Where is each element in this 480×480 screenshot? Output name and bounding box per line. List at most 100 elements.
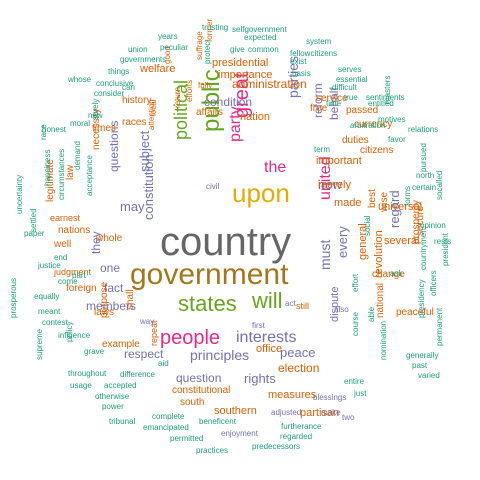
word-welfare: welfare bbox=[140, 63, 176, 75]
word-entitled: entitled bbox=[368, 99, 394, 108]
word-varied: varied bbox=[418, 371, 440, 380]
word-just: just bbox=[354, 389, 367, 398]
word-passed: passed bbox=[346, 105, 379, 116]
word-time: time bbox=[326, 99, 342, 108]
word-accepted: accepted bbox=[104, 381, 137, 390]
word-merely: merely bbox=[318, 179, 352, 191]
word-equally: equally bbox=[34, 292, 60, 301]
word-made: made bbox=[334, 197, 362, 209]
word-social: social bbox=[363, 215, 372, 236]
word-also: also bbox=[334, 305, 349, 314]
word-end: end bbox=[54, 253, 68, 262]
word-free: free bbox=[310, 103, 328, 114]
word-things: things bbox=[108, 67, 130, 76]
word-common: common bbox=[248, 45, 279, 54]
word-condition: condition bbox=[204, 95, 253, 109]
word-constitutional: constitutional bbox=[172, 385, 231, 396]
word-fact: fact bbox=[104, 281, 124, 295]
word-still: still bbox=[296, 301, 309, 311]
word-grave: grave bbox=[84, 347, 105, 356]
word-duties: duties bbox=[342, 135, 369, 146]
word-respect: respect bbox=[124, 347, 164, 361]
word-uncertainty: uncertainty bbox=[15, 174, 24, 214]
word-usage: usage bbox=[70, 381, 92, 390]
word-justice: justice bbox=[38, 261, 61, 270]
word-administration: administration bbox=[232, 77, 307, 91]
word-moral: moral bbox=[70, 119, 91, 128]
word-tribunal: tribunal bbox=[109, 417, 136, 426]
word-aid: aid bbox=[158, 359, 169, 368]
word-change: change bbox=[372, 269, 405, 280]
word-protect: protect bbox=[203, 39, 212, 64]
word-throughout: throughout bbox=[68, 369, 107, 378]
word-efforts: efforts bbox=[185, 79, 194, 102]
word-past: past bbox=[412, 361, 428, 370]
word-important: important bbox=[316, 155, 362, 167]
word-difficult: difficult bbox=[332, 83, 357, 92]
word-earnest: earnest bbox=[50, 213, 81, 223]
word-laws: laws bbox=[94, 307, 115, 318]
word-act: act bbox=[285, 299, 296, 308]
word-whose: whose bbox=[68, 75, 92, 84]
word-make: make bbox=[321, 408, 341, 417]
word-consider: consider bbox=[94, 89, 125, 98]
word-upon: upon bbox=[232, 178, 290, 208]
word-officers: officers bbox=[429, 270, 438, 296]
word-citizens: citizens bbox=[360, 145, 394, 156]
word-give: give bbox=[230, 45, 245, 54]
word-way: way bbox=[140, 317, 155, 326]
word-conclusive: conclusive bbox=[96, 79, 134, 88]
word-generally: generally bbox=[406, 351, 439, 360]
word-peculiar: peculiar bbox=[160, 43, 189, 52]
word-ask: ask bbox=[390, 269, 403, 278]
word-rights: rights bbox=[244, 371, 276, 386]
word-essential: essential bbox=[336, 75, 368, 84]
word-two: two bbox=[342, 413, 355, 422]
word-governments: governments bbox=[120, 55, 167, 64]
word-circumstances: circumstances bbox=[57, 148, 66, 200]
word-currency: currency bbox=[354, 119, 393, 130]
word-come: come bbox=[58, 277, 78, 286]
word-system: system bbox=[306, 37, 332, 46]
word-serves: serves bbox=[338, 65, 362, 74]
word-motives: motives bbox=[378, 115, 406, 124]
word-socalled: socalled bbox=[435, 170, 444, 200]
word-demand: demand bbox=[73, 141, 82, 170]
word-peaceful: peaceful bbox=[396, 307, 434, 318]
word-meant: meant bbox=[38, 307, 61, 316]
word-whole: whole bbox=[96, 233, 123, 244]
word-purpose: purpose bbox=[99, 281, 110, 318]
word-otherwise: otherwise bbox=[95, 392, 130, 401]
word-will: will bbox=[252, 288, 283, 313]
word-certain: certain bbox=[412, 183, 437, 192]
word-foreign: foreign bbox=[66, 283, 97, 294]
word-union: union bbox=[128, 45, 148, 54]
word-part: part bbox=[72, 271, 86, 280]
word-southern: southern bbox=[214, 405, 257, 417]
word-true: true bbox=[344, 93, 358, 102]
word-return: return bbox=[173, 87, 182, 108]
word-affairs: affairs bbox=[196, 107, 224, 118]
word-permitted: permitted bbox=[170, 434, 204, 443]
word-people: people bbox=[160, 327, 221, 349]
word-partisan: partisan bbox=[300, 407, 340, 419]
word-shall: shall bbox=[125, 289, 136, 310]
word-exist: exist bbox=[290, 57, 307, 66]
word-judgment: judgment bbox=[54, 267, 92, 277]
word-fully: fully bbox=[198, 81, 213, 90]
word-permanent: permanent bbox=[435, 307, 444, 346]
word-adjusted: adjusted bbox=[271, 408, 302, 417]
word-nations: nations bbox=[58, 225, 91, 236]
word-measures: measures bbox=[268, 389, 317, 401]
word-first: first bbox=[252, 321, 265, 330]
word-peace: peace bbox=[280, 345, 316, 360]
word-able: able bbox=[367, 306, 376, 322]
word-now: now bbox=[318, 177, 342, 192]
word-interests: interests bbox=[236, 329, 297, 346]
word-one: one bbox=[100, 261, 121, 275]
word-every: every bbox=[335, 226, 350, 258]
word-importance: importance bbox=[218, 69, 273, 81]
word-nation: nation bbox=[240, 111, 270, 123]
word-new: new bbox=[88, 111, 103, 120]
word-sentiments: sentiments bbox=[366, 93, 405, 102]
